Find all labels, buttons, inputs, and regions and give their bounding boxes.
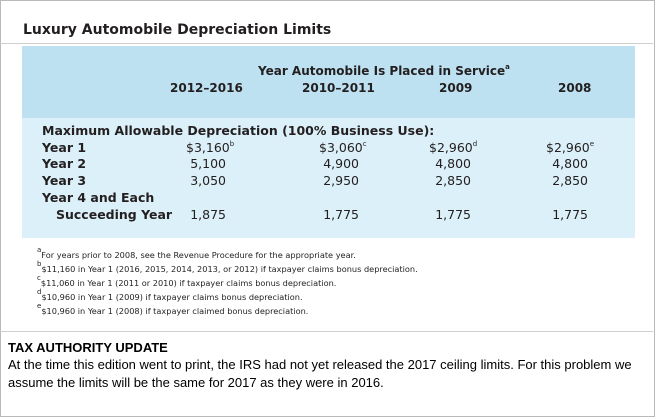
column-header-2008: 2008 (558, 81, 592, 95)
row-label-year-2: Year 2 (42, 156, 87, 171)
table-cell: 2,850 (552, 173, 588, 188)
table-cell: $3,160b (186, 140, 235, 155)
row-label-succeeding-year: Succeeding Year (56, 207, 173, 222)
update-title: TAX AUTHORITY UPDATE (8, 340, 168, 355)
table-cell: 4,800 (435, 156, 471, 171)
footnote-a: aFor years prior to 2008, see the Revenu… (37, 246, 356, 261)
footnote-c: c$11,060 in Year 1 (2011 or 2010) if tax… (37, 274, 337, 289)
footnote-mark: b (229, 140, 235, 148)
section-label: Maximum Allowable Depreciation (100% Bus… (42, 123, 435, 138)
table-header-band (22, 46, 635, 118)
row-label-year-4: Year 4 and Each (42, 190, 155, 205)
table-cell: 1,775 (552, 207, 588, 222)
table-cell: 4,800 (552, 156, 588, 171)
footnote-b: b$11,160 in Year 1 (2016, 2015, 2014, 20… (37, 260, 418, 275)
update-body: At the time this edition went to print, … (8, 357, 632, 390)
footnote-mark: a (505, 63, 510, 71)
table-cell: 1,775 (323, 207, 359, 222)
table-cell: $2,960d (429, 140, 478, 155)
footnote-mark: e (589, 140, 595, 148)
title-divider (0, 43, 653, 44)
table-cell: 1,775 (435, 207, 471, 222)
table-cell: 3,050 (190, 173, 226, 188)
table-body-band (22, 118, 635, 238)
footnote-e: e$10,960 in Year 1 (2008) if taxpayer cl… (37, 302, 309, 317)
table-cell: 5,100 (190, 156, 226, 171)
table-cell: 1,875 (190, 207, 226, 222)
footnote-mark: c (362, 140, 367, 148)
table-cell: 4,900 (323, 156, 359, 171)
column-header-2012-2016: 2012–2016 (170, 81, 243, 95)
column-header-2010-2011: 2010–2011 (302, 81, 375, 95)
row-label-year-3: Year 3 (42, 173, 87, 188)
page-title: Luxury Automobile Depreciation Limits (23, 22, 332, 38)
footnote-mark: d (472, 140, 478, 148)
table-cell: $2,960e (546, 140, 595, 155)
table-cell: 2,850 (435, 173, 471, 188)
row-label-year-1: Year 1 (42, 140, 87, 155)
update-divider (0, 331, 653, 332)
table-cell: 2,950 (323, 173, 359, 188)
header-span-label: Year Automobile Is Placed in Servicea (258, 63, 510, 79)
footnote-d: d$10,960 in Year 1 (2009) if taxpayer cl… (37, 288, 303, 303)
column-header-2009: 2009 (439, 81, 473, 95)
table-cell: $3,060c (319, 140, 367, 155)
